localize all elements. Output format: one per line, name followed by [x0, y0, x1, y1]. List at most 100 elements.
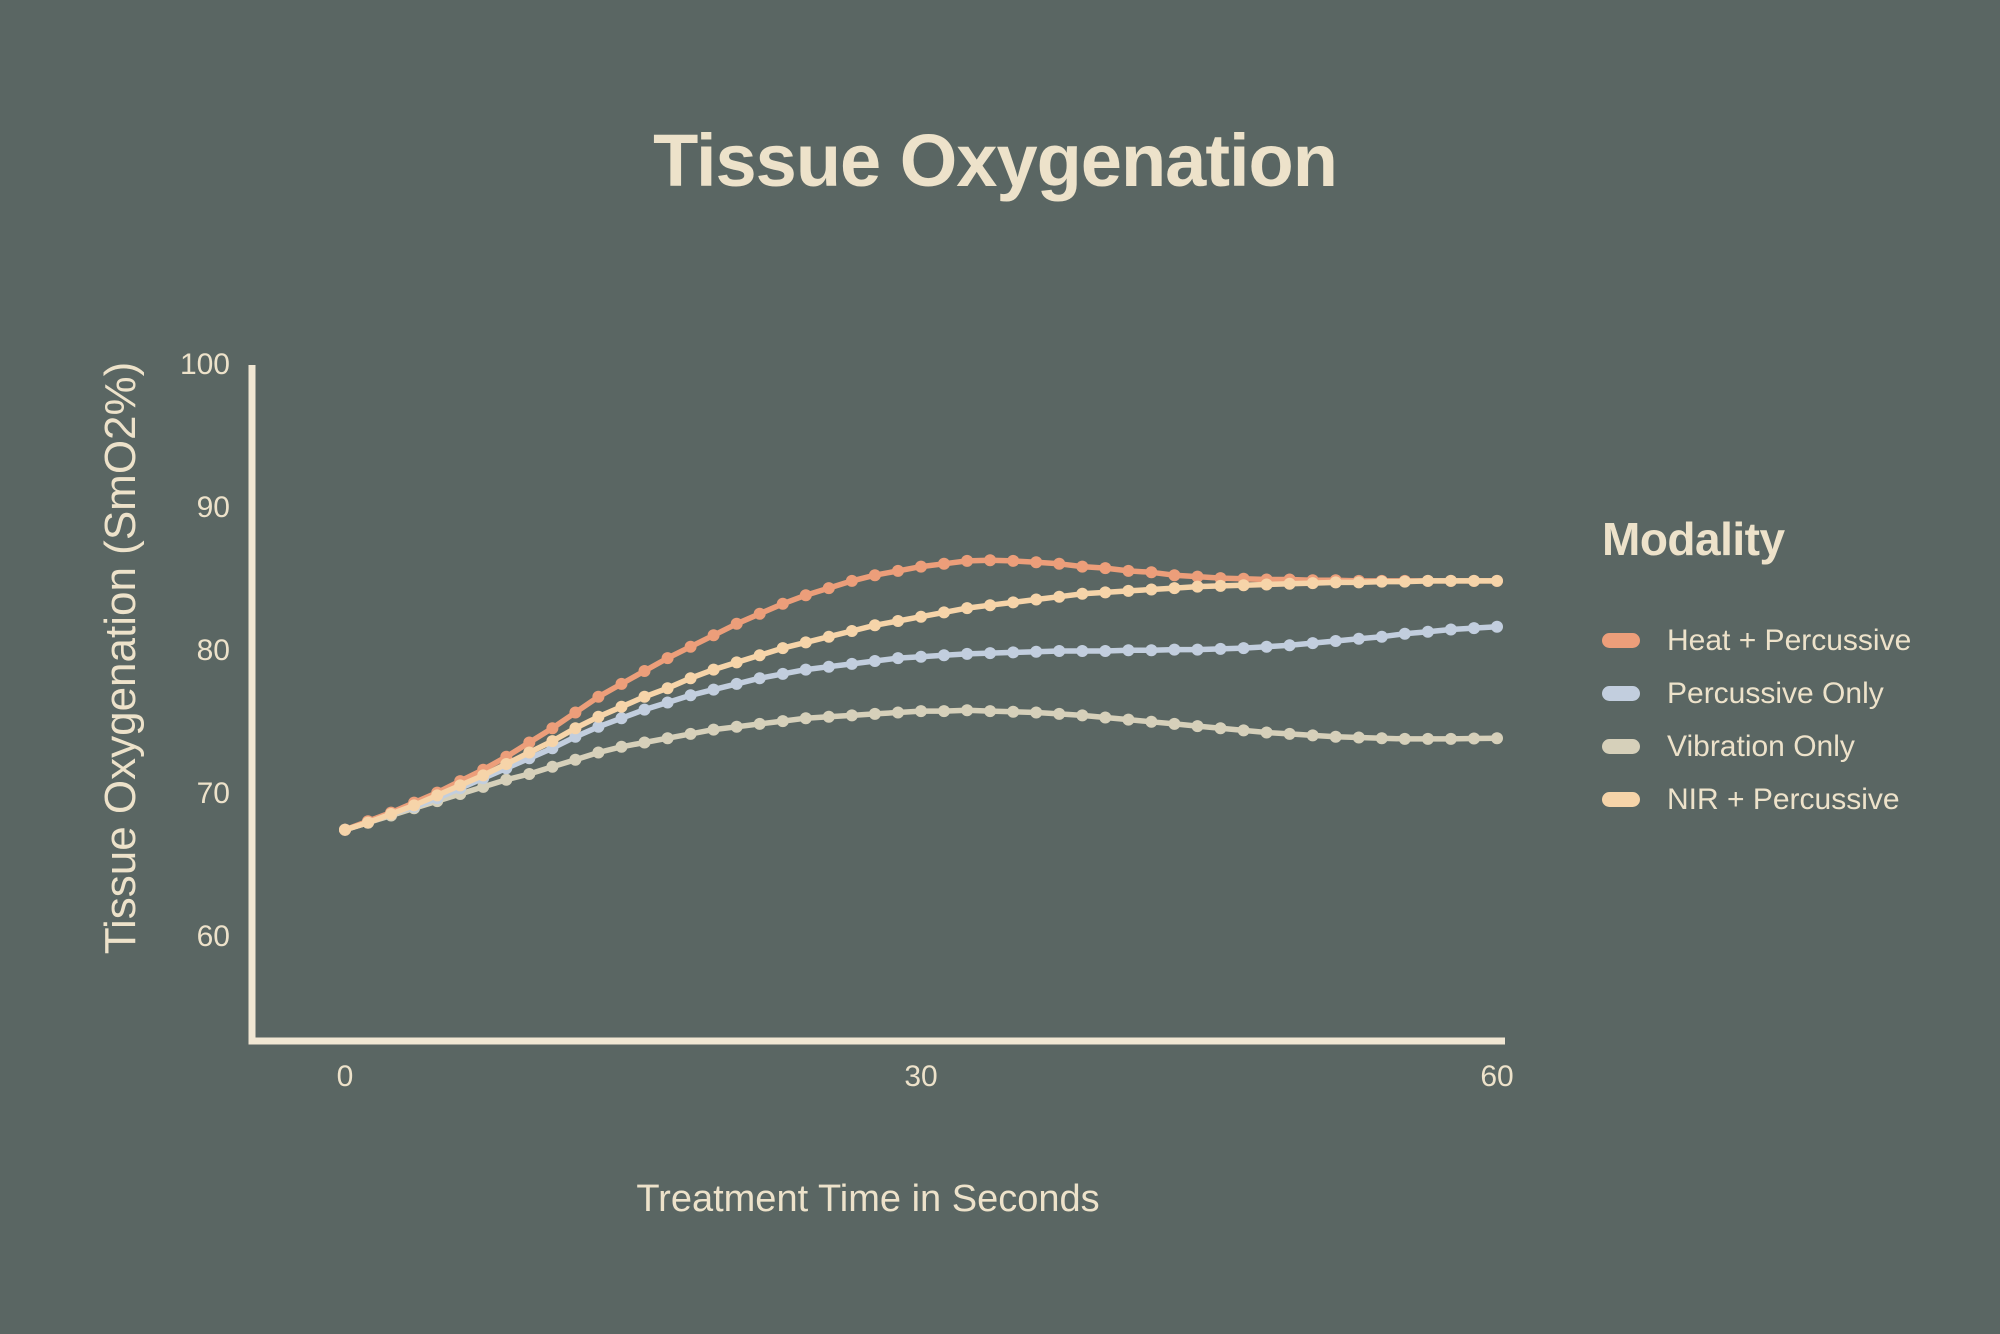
legend-swatch-nir-percussive [1602, 792, 1640, 807]
data-point-nir-percussive [408, 799, 421, 812]
data-point-heat-percussive [1145, 566, 1158, 579]
data-point-heat-percussive [684, 640, 697, 653]
data-point-vibration-only [1421, 732, 1434, 745]
data-point-heat-percussive [753, 607, 766, 620]
data-point-nir-percussive [661, 682, 674, 695]
data-point-vibration-only [822, 710, 835, 723]
legend-items: Heat + Percussive Percussive Only Vibratio… [1602, 614, 1992, 826]
data-point-vibration-only [1398, 732, 1411, 745]
data-point-percussive-only [592, 720, 605, 733]
legend-title: Modality [1602, 513, 1785, 565]
data-point-nir-percussive [385, 808, 398, 820]
data-point-percussive-only [1191, 643, 1204, 656]
series-line-vibration-only [344, 707, 1498, 833]
data-point-vibration-only [868, 707, 881, 720]
data-point-percussive-only [799, 663, 812, 676]
data-point-vibration-only [984, 705, 997, 718]
data-point-percussive-only [1145, 644, 1158, 657]
data-point-nir-percussive [362, 816, 374, 829]
x-axis-title: Treatment Time in Seconds [636, 1178, 1100, 1220]
data-point-nir-percussive [1099, 586, 1112, 599]
data-point-heat-percussive [707, 629, 720, 642]
data-point-percussive-only [638, 703, 651, 716]
data-point-heat-percussive [961, 554, 974, 567]
data-point-nir-percussive [845, 625, 858, 637]
data-point-vibration-only [1329, 730, 1342, 743]
data-point-vibration-only [638, 736, 651, 749]
data-point-percussive-only [707, 683, 720, 696]
data-point-nir-percussive [1306, 577, 1319, 590]
data-point-percussive-only [1099, 645, 1112, 657]
data-point-nir-percussive [684, 672, 697, 685]
data-point-nir-percussive [753, 649, 766, 662]
data-point-vibration-only [1375, 732, 1388, 745]
data-point-percussive-only [1030, 645, 1043, 658]
y-tick-label: 70 [196, 777, 230, 810]
data-point-heat-percussive [799, 589, 812, 602]
data-point-nir-percussive [868, 619, 881, 632]
data-point-vibration-only [1352, 731, 1365, 744]
data-point-vibration-only [546, 760, 559, 773]
legend-item-heat-percussive: Heat + Percussive [1602, 614, 1992, 667]
data-point-nir-percussive [1352, 576, 1365, 589]
data-point-nir-percussive [546, 735, 559, 748]
data-point-nir-percussive [339, 823, 351, 836]
data-point-heat-percussive [1030, 556, 1043, 569]
y-tick-label: 100 [179, 348, 230, 381]
data-point-heat-percussive [546, 722, 559, 735]
data-point-heat-percussive [730, 617, 743, 630]
x-tick-label: 30 [904, 1060, 938, 1093]
data-point-percussive-only [845, 657, 858, 670]
data-point-heat-percussive [892, 564, 904, 577]
series-heat-percussive [339, 554, 1503, 836]
data-point-nir-percussive [1237, 579, 1250, 592]
data-point-heat-percussive [1122, 564, 1135, 577]
data-point-vibration-only [938, 705, 950, 718]
data-point-nir-percussive [569, 722, 582, 735]
data-point-percussive-only [984, 647, 997, 660]
data-point-nir-percussive [454, 779, 467, 792]
data-point-heat-percussive [938, 557, 950, 570]
data-point-nir-percussive [1214, 579, 1227, 592]
data-point-nir-percussive [477, 769, 490, 782]
series-percussive-only [339, 620, 1503, 836]
data-point-nir-percussive [1444, 574, 1457, 587]
data-point-percussive-only [1076, 645, 1089, 657]
data-point-nir-percussive [592, 710, 605, 723]
data-point-nir-percussive [431, 789, 444, 802]
data-point-percussive-only [868, 655, 881, 667]
data-point-nir-percussive [1076, 587, 1089, 600]
data-point-nir-percussive [615, 700, 628, 713]
data-point-percussive-only [1214, 642, 1227, 655]
data-point-nir-percussive [799, 636, 812, 649]
series-nir-percussive [339, 574, 1503, 836]
data-point-heat-percussive [569, 706, 582, 719]
legend-swatch-vibration-only [1602, 739, 1640, 754]
legend-item-vibration-only: Vibration Only [1602, 720, 1992, 773]
data-point-vibration-only [961, 704, 974, 717]
y-tick-label: 90 [196, 491, 230, 524]
data-point-nir-percussive [638, 690, 651, 703]
data-point-percussive-only [1053, 645, 1066, 657]
data-point-percussive-only [730, 677, 743, 690]
data-point-nir-percussive [500, 758, 513, 770]
data-point-vibration-only [1468, 732, 1480, 745]
data-point-vibration-only [569, 753, 582, 766]
data-point-vibration-only [776, 715, 789, 728]
series-line-heat-percussive [344, 557, 1497, 833]
data-point-vibration-only [592, 746, 605, 759]
data-point-percussive-only [1007, 646, 1020, 659]
data-point-nir-percussive [892, 615, 904, 627]
data-point-vibration-only [915, 705, 927, 718]
legend-label-heat-percussive: Heat + Percussive [1667, 623, 1912, 657]
data-point-nir-percussive [1283, 577, 1296, 590]
x-tick-label: 0 [336, 1060, 354, 1093]
legend-swatch-heat-percussive [1602, 633, 1640, 648]
data-point-nir-percussive [1491, 574, 1503, 587]
data-point-heat-percussive [984, 554, 997, 567]
data-point-nir-percussive [938, 606, 950, 619]
data-point-nir-percussive [1260, 578, 1273, 591]
data-point-percussive-only [1398, 627, 1411, 640]
data-point-heat-percussive [1007, 554, 1020, 567]
